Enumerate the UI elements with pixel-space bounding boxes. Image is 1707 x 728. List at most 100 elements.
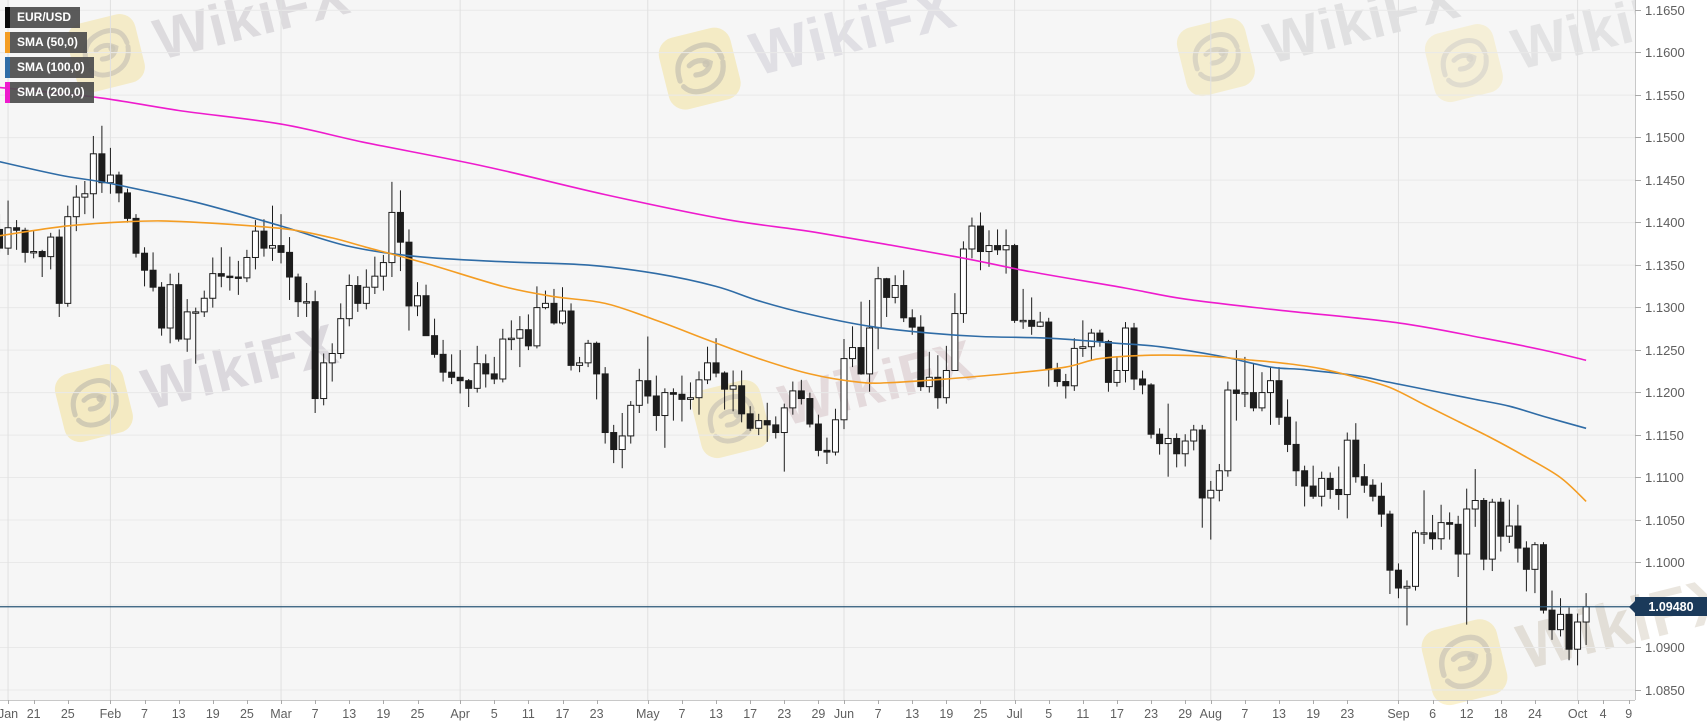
candle[interactable] [1019,288,1027,329]
candle[interactable] [1412,530,1420,591]
candle[interactable] [149,252,157,292]
legend-item-sma50[interactable]: SMA (50,0) [5,32,87,53]
candle[interactable] [1471,469,1479,527]
candle[interactable] [303,282,311,317]
candle[interactable] [81,180,89,215]
candle[interactable] [601,367,609,444]
candle[interactable] [823,437,831,464]
candle[interactable] [234,260,242,295]
candle[interactable] [1301,465,1309,507]
candle[interactable] [1343,432,1351,519]
candle[interactable] [1011,243,1019,323]
candle[interactable] [0,214,4,253]
candle[interactable] [1062,373,1070,399]
candle[interactable] [1463,488,1471,625]
candle[interactable] [123,188,131,223]
candle[interactable] [422,284,430,337]
candle[interactable] [1173,433,1181,468]
candle[interactable] [1258,372,1266,412]
candle[interactable] [959,241,967,323]
candle[interactable] [541,290,549,310]
candle[interactable] [106,147,114,194]
candle[interactable] [362,269,370,310]
candle[interactable] [524,314,532,351]
candle[interactable] [1522,541,1530,592]
candle[interactable] [1514,504,1522,563]
candle[interactable] [183,299,191,352]
candle[interactable] [874,266,882,350]
candle[interactable] [115,171,123,203]
candle[interactable] [627,401,635,444]
candle[interactable] [21,227,29,263]
legend-item-eurusd[interactable]: EUR/USD [5,7,81,28]
candle[interactable] [1113,356,1121,387]
candle[interactable] [695,371,703,415]
candle[interactable] [499,328,507,383]
candle[interactable] [166,273,174,344]
candle[interactable] [806,392,814,428]
candlestick-chart[interactable] [0,0,1635,700]
price-axis[interactable]: 1.08501.09001.09501.10001.10501.11001.11… [1635,0,1707,700]
time-axis[interactable]: Jan 21 25 Feb 7 13 19 25 Mar 7 13 19 25 Apr 5 11 17 23 May… [0,700,1707,728]
candle[interactable] [320,353,328,406]
candle[interactable] [985,230,993,267]
candle[interactable] [192,307,200,364]
candle[interactable] [1045,317,1053,387]
candle[interactable] [507,320,515,351]
candle[interactable] [217,247,225,288]
candle[interactable] [1190,424,1198,451]
candle[interactable] [1121,322,1129,383]
candle[interactable] [72,185,80,232]
candle[interactable] [1437,504,1445,550]
candle[interactable] [729,370,737,412]
candle[interactable] [797,379,805,405]
candle[interactable] [371,256,379,295]
candle[interactable] [644,336,652,404]
candle[interactable] [1241,356,1249,408]
candle[interactable] [1198,424,1206,528]
candle[interactable] [1267,367,1274,425]
candle[interactable] [482,354,490,388]
candle[interactable] [1369,479,1377,502]
candle[interactable] [686,382,694,410]
candle[interactable] [516,316,524,368]
candle[interactable] [1326,472,1334,499]
candle[interactable] [994,229,1002,255]
candle[interactable] [593,341,601,400]
candle[interactable] [891,275,899,304]
candle[interactable] [1207,480,1215,540]
candle[interactable] [652,375,660,431]
candle[interactable] [976,212,984,271]
candle[interactable] [746,406,754,431]
candle[interactable] [576,356,584,373]
candle[interactable] [1156,428,1164,455]
candle[interactable] [311,290,319,413]
candle[interactable] [414,282,421,317]
candle[interactable] [857,301,865,375]
candle[interactable] [1028,297,1036,335]
candle[interactable] [388,181,396,278]
candle[interactable] [1497,497,1505,552]
candle[interactable] [1548,590,1556,640]
candle[interactable] [968,217,976,259]
candle[interactable] [908,309,916,335]
candle[interactable] [328,343,336,382]
candle[interactable] [1539,542,1547,614]
candle[interactable] [1215,463,1223,502]
candle[interactable] [661,388,669,448]
candle[interactable] [1104,339,1112,392]
candle[interactable] [490,356,498,385]
candle[interactable] [1292,421,1300,487]
candle[interactable] [1275,367,1283,425]
candle[interactable] [1531,542,1539,594]
candle[interactable] [951,293,959,371]
candle[interactable] [64,205,72,307]
candle[interactable] [396,190,404,272]
candle[interactable] [533,286,541,349]
candle[interactable] [1053,362,1061,387]
candle[interactable] [47,232,55,270]
candle[interactable] [883,277,891,317]
candle[interactable] [200,290,208,317]
candle[interactable] [866,299,874,392]
candle[interactable] [917,315,925,391]
